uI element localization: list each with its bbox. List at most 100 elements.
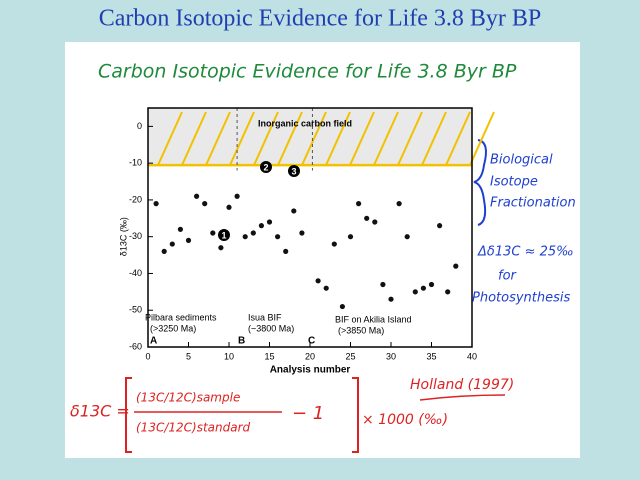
- note: Biological: [490, 153, 553, 168]
- underline: [419, 394, 506, 401]
- point: [283, 248, 289, 254]
- formula: − 1: [292, 403, 324, 424]
- hatch: [301, 111, 327, 166]
- y-tick-label: -30: [129, 231, 142, 241]
- x-tick-label: 15: [264, 351, 274, 361]
- point: [445, 289, 451, 295]
- point: [194, 193, 200, 199]
- label-badge: [288, 165, 300, 177]
- point: [331, 241, 337, 247]
- point: [161, 248, 167, 254]
- point: [315, 278, 321, 284]
- note: for: [498, 269, 518, 284]
- formula: (13C/12C)standard: [136, 421, 251, 435]
- annotation: Pilbara sediments: [145, 312, 217, 322]
- hatch: [373, 111, 399, 166]
- hatch: [157, 111, 183, 166]
- annotation: 2: [263, 162, 268, 172]
- x-axis-label: Analysis number: [270, 365, 351, 376]
- note: Isotope: [490, 175, 538, 190]
- hatch: [253, 111, 279, 166]
- formula: (13C/12C)sample: [136, 391, 240, 405]
- hatch: [421, 111, 447, 166]
- x-tick-label: 25: [345, 351, 355, 361]
- point: [242, 234, 248, 240]
- annotation: A: [150, 336, 157, 347]
- annotation: 3: [291, 166, 296, 176]
- label-badge: [260, 161, 272, 173]
- x-tick-label: 35: [426, 351, 436, 361]
- slide-title: Carbon Isotopic Evidence for Life 3.8 By…: [99, 6, 542, 32]
- annotation: Inorganic carbon field: [258, 118, 352, 128]
- x-tick-label: 10: [224, 351, 234, 361]
- annotation: Isua BIF: [248, 312, 282, 322]
- y-tick-label: 0: [137, 121, 142, 131]
- point: [428, 281, 435, 288]
- point: [234, 193, 240, 199]
- hatch: [181, 111, 207, 166]
- point: [185, 237, 192, 243]
- hatch: [349, 111, 375, 166]
- point: [347, 234, 354, 240]
- x-tick-label: 40: [467, 351, 477, 361]
- hatch: [205, 111, 231, 166]
- point: [291, 208, 297, 214]
- inorganic-field: [148, 108, 472, 167]
- point: [412, 289, 418, 295]
- point: [299, 230, 305, 236]
- annotation: B: [238, 336, 245, 347]
- point: [202, 201, 208, 207]
- hatch: [277, 111, 303, 166]
- point: [453, 263, 459, 269]
- point: [339, 303, 345, 310]
- point: [356, 201, 362, 207]
- point: [275, 234, 281, 240]
- annotation: (~3800 Ma): [248, 323, 294, 333]
- y-tick-label: -10: [129, 158, 142, 168]
- point: [169, 241, 175, 247]
- point: [364, 215, 370, 221]
- bracket: [473, 139, 487, 226]
- point: [388, 296, 394, 302]
- hatch: [397, 111, 423, 166]
- annotation: BIF on Akilia Island: [335, 314, 412, 324]
- point: [177, 226, 183, 232]
- y-tick-label: -50: [129, 305, 142, 315]
- annotation: 1: [221, 230, 226, 240]
- point: [380, 281, 386, 288]
- annotation: (>3850 Ma): [338, 325, 384, 335]
- point: [258, 223, 264, 229]
- point: [153, 201, 159, 207]
- hatch: [469, 111, 495, 166]
- point: [404, 234, 410, 240]
- y-tick-label: -60: [129, 341, 142, 351]
- point: [210, 230, 216, 236]
- hatch: [229, 111, 255, 166]
- y-tick-label: -20: [129, 194, 142, 204]
- point: [250, 230, 256, 236]
- x-tick-label: 30: [386, 351, 396, 361]
- reference: Holland (1997): [410, 377, 514, 393]
- point: [372, 219, 378, 225]
- hatch: [445, 111, 471, 166]
- formula: δ13C =: [70, 402, 130, 421]
- handwritten-title: Carbon Isotopic Evidence for Life 3.8 By…: [98, 61, 517, 83]
- bracket: [125, 377, 359, 453]
- label-badge: [218, 229, 230, 241]
- y-axis-label: δ13C (‰): [118, 217, 128, 256]
- annotation: (>3250 Ma): [150, 323, 196, 333]
- formula: × 1000 (‰): [362, 412, 448, 428]
- point: [396, 201, 402, 207]
- x-tick-label: 0: [145, 351, 150, 361]
- y-tick-label: -40: [129, 268, 142, 278]
- note: Photosynthesis: [472, 291, 571, 306]
- point: [420, 285, 426, 291]
- point: [218, 245, 224, 251]
- point: [266, 219, 273, 225]
- x-tick-label: 5: [186, 351, 191, 361]
- point: [437, 223, 443, 229]
- note: Fractionation: [490, 196, 576, 211]
- note: Δδ13C ≈ 25‰: [477, 245, 574, 260]
- x-tick-label: 20: [305, 351, 315, 361]
